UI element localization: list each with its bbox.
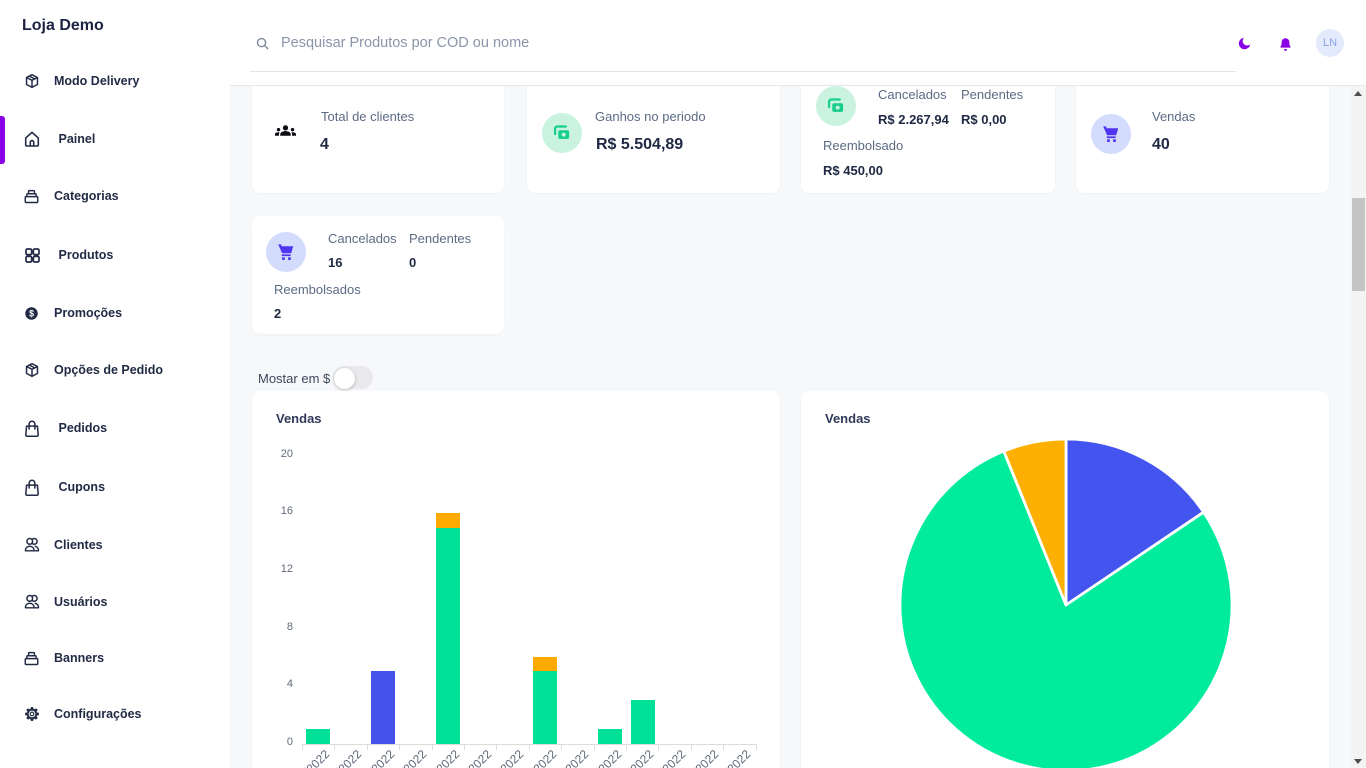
svg-text:$: $ [29,308,34,318]
